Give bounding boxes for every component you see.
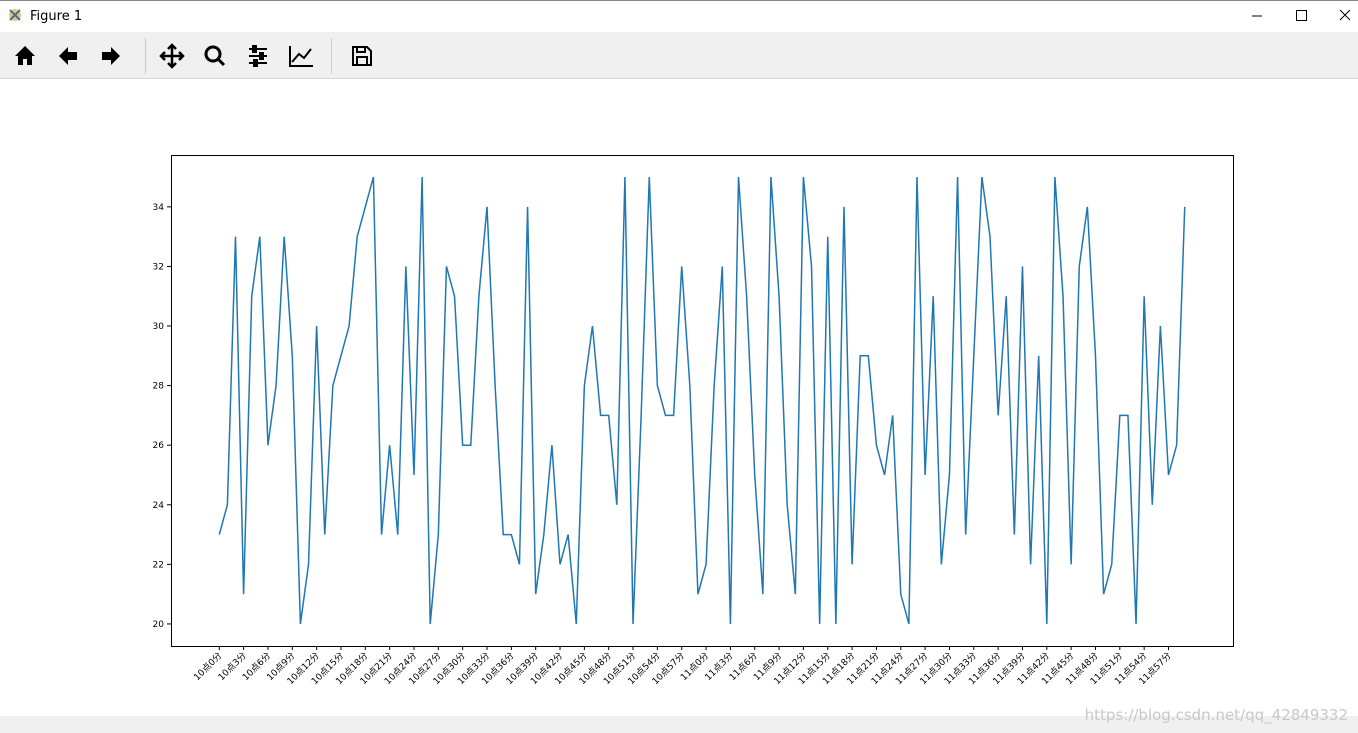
save-button[interactable] bbox=[352, 46, 372, 66]
y-tick-label: 32 bbox=[153, 262, 164, 272]
y-tick-label: 22 bbox=[153, 560, 164, 570]
maximize-button[interactable] bbox=[1296, 10, 1307, 21]
plot-area bbox=[171, 155, 1234, 647]
configure-button[interactable] bbox=[249, 45, 267, 67]
title-bar bbox=[0, 0, 1358, 32]
zoom-button[interactable] bbox=[204, 45, 226, 67]
toolbar bbox=[0, 32, 1358, 78]
y-tick-label: 24 bbox=[153, 501, 165, 511]
edit-axis-button[interactable] bbox=[289, 46, 313, 67]
data-line bbox=[218, 176, 1186, 625]
y-tick-label: 30 bbox=[153, 322, 165, 332]
watermark: https://blog.csdn.net/qq_42849332 bbox=[1085, 706, 1348, 725]
back-button[interactable] bbox=[59, 47, 77, 65]
status-bar bbox=[0, 716, 1358, 733]
y-tick-label: 26 bbox=[153, 441, 165, 451]
close-button[interactable] bbox=[1339, 9, 1351, 21]
home-button[interactable] bbox=[15, 46, 35, 65]
forward-button[interactable] bbox=[102, 47, 120, 65]
y-tick-label: 34 bbox=[153, 203, 165, 213]
pan-button[interactable] bbox=[159, 43, 185, 69]
y-tick-label: 28 bbox=[153, 382, 165, 392]
y-tick-label: 20 bbox=[153, 620, 165, 630]
window-title: Figure 1 bbox=[30, 9, 82, 24]
app-icon bbox=[9, 9, 21, 21]
